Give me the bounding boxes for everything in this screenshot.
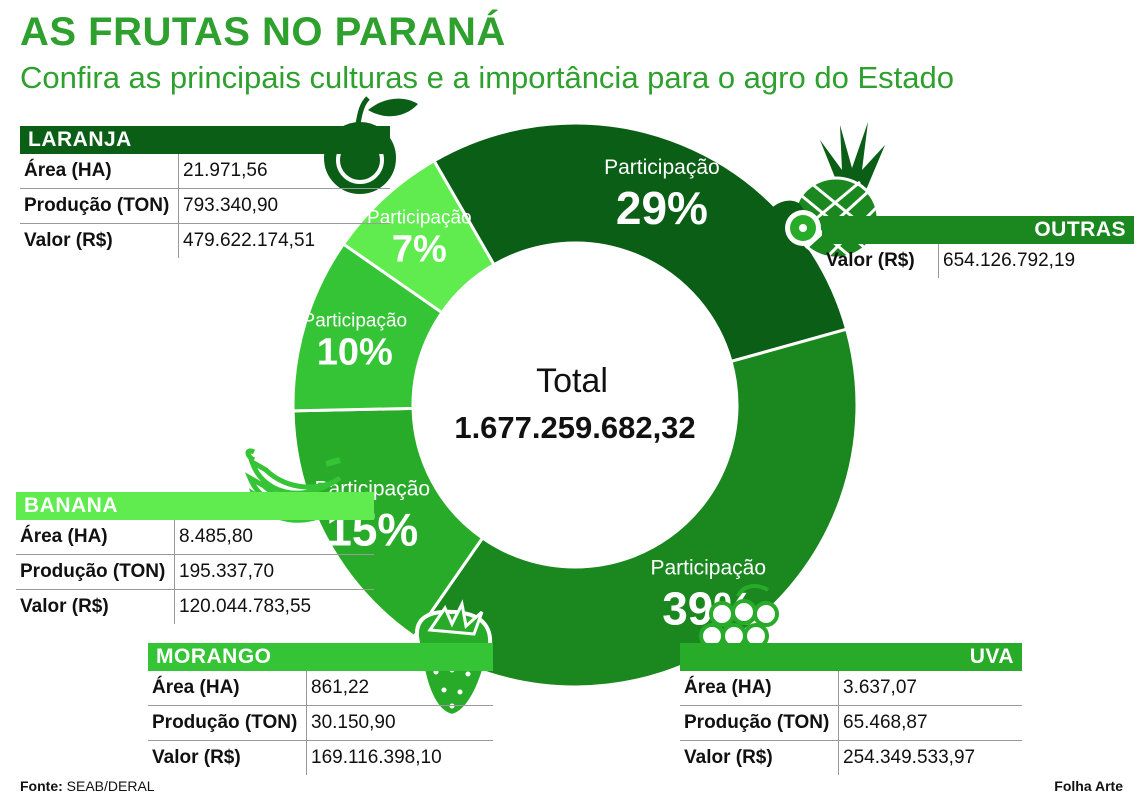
panel-uva-row-area: Área (HA) 3.637,07 bbox=[680, 671, 1022, 706]
panel-laranja: LARANJA Área (HA) 21.971,56 Produção (TO… bbox=[20, 126, 390, 258]
panel-morango-row-area: Área (HA) 861,22 bbox=[148, 671, 493, 706]
row-value: 169.116.398,10 bbox=[306, 741, 442, 775]
slice-caption-banana: Participação bbox=[367, 208, 472, 229]
slice-value-laranja: 29% bbox=[616, 182, 708, 234]
slice-caption-laranja: Participação bbox=[604, 156, 720, 179]
row-value: 30.150,90 bbox=[306, 706, 396, 740]
row-label: Área (HA) bbox=[152, 677, 240, 698]
panel-uva-header: UVA bbox=[680, 643, 1022, 671]
panel-outras: OUTRAS Valor (R$) 654.126.792,19 bbox=[822, 216, 1134, 278]
panel-laranja-row-valor: Valor (R$) 479.622.174,51 bbox=[20, 224, 390, 258]
panel-banana-row-producao: Produção (TON) 195.337,70 bbox=[16, 555, 374, 590]
panel-outras-row-valor: Valor (R$) 654.126.792,19 bbox=[822, 244, 1134, 278]
row-value: 793.340,90 bbox=[178, 189, 278, 223]
row-value: 65.468,87 bbox=[838, 706, 928, 740]
row-value: 21.971,56 bbox=[178, 154, 268, 188]
panel-laranja-row-area: Área (HA) 21.971,56 bbox=[20, 154, 390, 189]
row-label: Valor (R$) bbox=[826, 250, 915, 271]
row-label: Produção (TON) bbox=[20, 561, 166, 582]
row-value: 120.044.783,55 bbox=[174, 590, 311, 624]
panel-banana-row-area: Área (HA) 8.485,80 bbox=[16, 520, 374, 555]
row-value: 3.637,07 bbox=[838, 671, 917, 705]
center-value: 1.677.259.682,32 bbox=[454, 410, 695, 445]
row-value: 479.622.174,51 bbox=[178, 224, 315, 258]
panel-morango-header: MORANGO bbox=[148, 643, 493, 671]
row-label: Valor (R$) bbox=[20, 596, 109, 617]
slice-value-morango: 10% bbox=[317, 332, 393, 374]
panel-banana-row-valor: Valor (R$) 120.044.783,55 bbox=[16, 590, 374, 624]
source-text: SEAB/DERAL bbox=[66, 778, 155, 794]
row-label: Área (HA) bbox=[20, 526, 108, 547]
panel-uva-row-valor: Valor (R$) 254.349.533,97 bbox=[680, 741, 1022, 775]
panel-outras-header: OUTRAS bbox=[822, 216, 1134, 244]
row-label: Valor (R$) bbox=[24, 230, 113, 251]
donut-hole bbox=[413, 243, 737, 567]
page-title: AS FRUTAS NO PARANÁ bbox=[20, 10, 506, 54]
source-note: Fonte: SEAB/DERAL bbox=[20, 778, 155, 794]
row-label: Produção (TON) bbox=[152, 712, 298, 733]
panel-banana-header: BANANA bbox=[16, 492, 374, 520]
credit-text: Folha Arte bbox=[1054, 778, 1123, 794]
row-label: Área (HA) bbox=[24, 160, 112, 181]
panel-morango-row-producao: Produção (TON) 30.150,90 bbox=[148, 706, 493, 741]
row-value: 654.126.792,19 bbox=[938, 244, 1075, 278]
panel-uva: UVA Área (HA) 3.637,07 Produção (TON) 65… bbox=[680, 643, 1022, 775]
center-label: Total bbox=[536, 362, 608, 400]
panel-laranja-row-producao: Produção (TON) 793.340,90 bbox=[20, 189, 390, 224]
slice-caption-morango: Participação bbox=[303, 311, 408, 332]
row-label: Produção (TON) bbox=[684, 712, 830, 733]
row-label: Valor (R$) bbox=[684, 747, 773, 768]
page-subtitle: Confira as principais culturas e a impor… bbox=[20, 60, 954, 95]
panel-morango: MORANGO Área (HA) 861,22 Produção (TON) … bbox=[148, 643, 493, 775]
panel-uva-row-producao: Produção (TON) 65.468,87 bbox=[680, 706, 1022, 741]
row-label: Área (HA) bbox=[684, 677, 772, 698]
row-label: Produção (TON) bbox=[24, 195, 170, 216]
source-label: Fonte: bbox=[20, 778, 63, 794]
row-label: Valor (R$) bbox=[152, 747, 241, 768]
slice-value-banana: 7% bbox=[392, 229, 447, 271]
panel-laranja-header: LARANJA bbox=[20, 126, 390, 154]
panel-banana: BANANA Área (HA) 8.485,80 Produção (TON)… bbox=[16, 492, 374, 624]
row-value: 195.337,70 bbox=[174, 555, 274, 589]
row-value: 861,22 bbox=[306, 671, 369, 705]
slice-caption-outras: Participação bbox=[650, 556, 766, 579]
panel-morango-row-valor: Valor (R$) 169.116.398,10 bbox=[148, 741, 493, 775]
row-value: 8.485,80 bbox=[174, 520, 253, 554]
row-value: 254.349.533,97 bbox=[838, 741, 975, 775]
